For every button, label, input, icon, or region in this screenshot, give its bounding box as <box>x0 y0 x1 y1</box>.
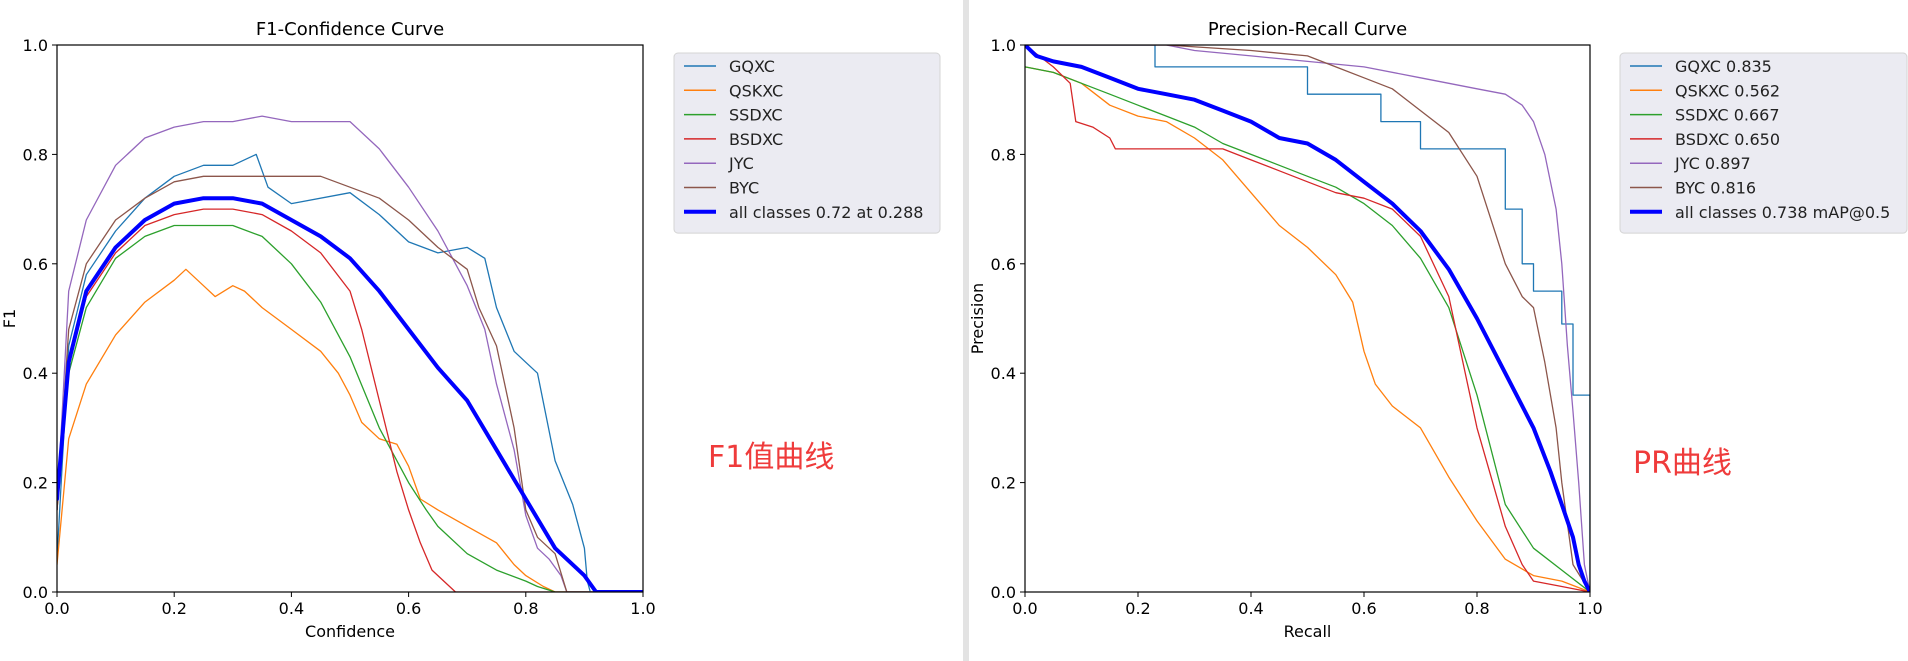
x-axis-label: Confidence <box>305 622 395 641</box>
x-tick-label: 1.0 <box>1577 599 1602 618</box>
x-tick-label: 0.4 <box>279 599 304 618</box>
x-tick-label: 0.0 <box>1012 599 1037 618</box>
plot-frame <box>1024 44 1591 593</box>
y-tick-label: 0.8 <box>23 145 48 164</box>
f1-chart-panel: F1-Confidence Curve 0.0 0.2 0.4 0.6 0.8 1.0 0.0… <box>0 0 963 661</box>
legend-label: BSDXC 0.650 <box>1675 130 1780 149</box>
y-tick-label: 0.6 <box>23 255 48 274</box>
legend-label: all classes 0.72 at 0.288 <box>729 203 923 222</box>
series-line-ssdxc <box>1025 66 1590 592</box>
legend-label: SSDXC 0.667 <box>1675 106 1780 125</box>
legend-box <box>1619 52 1908 234</box>
y-tick-label: 0.2 <box>23 474 48 493</box>
y-tick-label: 0.0 <box>23 583 48 602</box>
series-line-bsdxc <box>57 208 643 592</box>
series-line-jyc <box>1025 45 1590 592</box>
x-axis-label: Recall <box>1284 622 1332 641</box>
series-line-bsdxc <box>1025 45 1590 592</box>
series-group <box>57 115 643 592</box>
y-tick-label: 0.4 <box>991 364 1016 383</box>
pr-chart-panel: Precision-Recall Curve 0.0 0.2 0.4 0.6 0.8 1.0… <box>969 0 1908 661</box>
series-group <box>1025 45 1590 592</box>
chart-title: F1-Confidence Curve <box>256 19 444 40</box>
x-tick-label: 0.2 <box>161 599 186 618</box>
series-line-gqxc <box>1025 45 1590 592</box>
legend-label: GQXC 0.835 <box>1675 57 1772 76</box>
legend-label: BYC <box>729 179 759 198</box>
legend-label: JYC 0.897 <box>1674 154 1751 173</box>
pr-curve-annotation: PR曲线 <box>1633 446 1732 481</box>
legend-label: JYC <box>728 154 754 173</box>
y-tick-label: 0.8 <box>991 145 1016 164</box>
y-axis-label: F1 <box>0 309 19 328</box>
f1-curve-annotation: F1值曲线 <box>708 440 835 475</box>
precision-recall-chart: Precision-Recall Curve 0.0 0.2 0.4 0.6 0.8 1.0… <box>969 19 1908 641</box>
y-tick-label: 0.2 <box>991 474 1016 493</box>
series-line-qskxc <box>57 268 643 592</box>
legend-label: BYC 0.816 <box>1675 179 1756 198</box>
series-line-gqxc <box>57 153 643 592</box>
x-tick-label: 0.2 <box>1125 599 1150 618</box>
panel-divider <box>963 0 969 661</box>
legend-label: GQXC <box>729 57 775 76</box>
legend-label: QSKXC 0.562 <box>1675 81 1780 100</box>
plot-frame <box>56 44 644 593</box>
y-tick-label: 0.0 <box>991 583 1016 602</box>
series-line-qskxc <box>1025 66 1590 592</box>
chart-title: Precision-Recall Curve <box>1208 19 1407 40</box>
y-axis-label: Precision <box>969 283 987 354</box>
x-tick-label: 0.6 <box>396 599 421 618</box>
x-tick-label: 0.0 <box>44 599 69 618</box>
y-tick-label: 1.0 <box>23 36 48 55</box>
series-line-byc <box>1025 45 1590 592</box>
legend-label: QSKXC <box>729 81 783 100</box>
y-tick-label: 0.6 <box>991 255 1016 274</box>
series-line-all-all-classes <box>1025 45 1590 592</box>
legend-box <box>673 52 941 234</box>
legend-label: SSDXC <box>729 106 783 125</box>
y-tick-label: 1.0 <box>991 36 1016 55</box>
series-line-all-all-classes <box>57 196 643 592</box>
series-line-jyc <box>57 115 643 592</box>
x-tick-label: 0.8 <box>1464 599 1489 618</box>
x-tick-label: 0.8 <box>513 599 538 618</box>
series-line-ssdxc <box>57 224 643 592</box>
legend-label: all classes 0.738 mAP@0.5 <box>1675 203 1890 222</box>
f1-confidence-chart: F1-Confidence Curve 0.0 0.2 0.4 0.6 0.8 1.0 0.0… <box>0 19 941 641</box>
x-tick-label: 0.4 <box>1238 599 1263 618</box>
y-tick-label: 0.4 <box>23 364 48 383</box>
legend-label: BSDXC <box>729 130 783 149</box>
x-tick-label: 1.0 <box>630 599 655 618</box>
series-line-byc <box>57 175 643 592</box>
x-tick-label: 0.6 <box>1351 599 1376 618</box>
